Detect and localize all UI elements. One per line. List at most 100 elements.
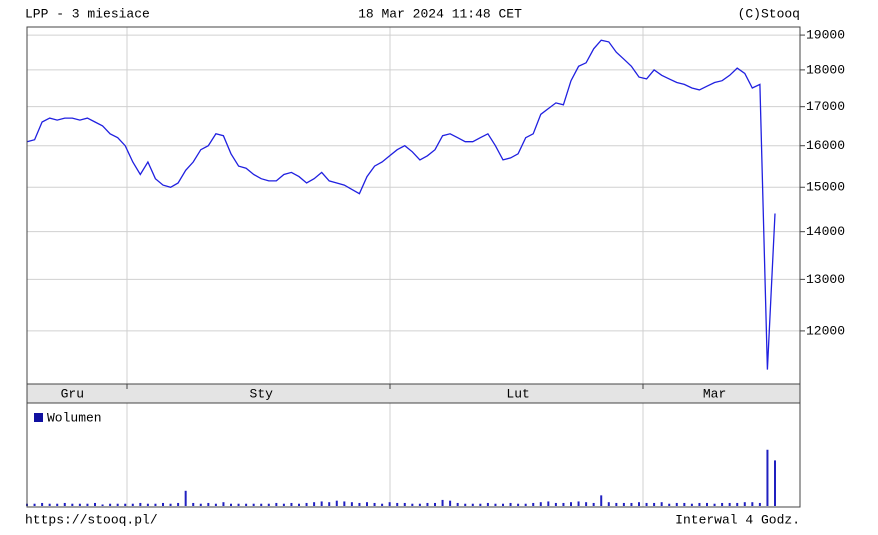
volume-bar — [600, 495, 603, 506]
volume-bar — [403, 502, 406, 506]
volume-bar — [690, 503, 693, 506]
volume-bar — [335, 500, 338, 506]
price-line — [26, 39, 776, 370]
volume-bar — [388, 502, 391, 506]
volume-bar — [207, 502, 210, 506]
volume-bar — [668, 503, 671, 506]
volume-bar — [660, 502, 663, 506]
volume-bar — [63, 502, 66, 506]
volume-bar — [192, 502, 195, 506]
volume-bar — [94, 502, 96, 506]
volume-bar — [622, 502, 625, 506]
volume-bar — [313, 502, 316, 506]
volume-bar — [585, 502, 588, 506]
volume-bar — [464, 503, 467, 506]
volume-bar — [366, 502, 368, 506]
volume-bar — [645, 502, 648, 506]
volume-bar — [479, 503, 482, 506]
volume-bar — [41, 502, 44, 506]
volume-bar — [350, 502, 353, 506]
month-band — [27, 384, 800, 403]
volume-bar — [456, 502, 459, 506]
volume-bar — [282, 503, 285, 506]
volume-bar — [139, 502, 142, 506]
volume-bar — [653, 502, 656, 506]
volume-frame — [26, 402, 801, 508]
volume-bar — [713, 503, 716, 506]
volume-bar — [328, 502, 331, 506]
volume-bar — [706, 502, 708, 506]
footer-right: Interwal 4 Godz. — [675, 512, 800, 527]
volume-bar — [162, 502, 164, 506]
volume-bar — [698, 502, 701, 506]
volume-bar — [169, 503, 172, 506]
volume-bar — [260, 503, 263, 506]
volume-bar — [71, 503, 74, 506]
volume-bar — [592, 502, 595, 506]
volume-bar — [547, 501, 550, 506]
y-tick-label: 18000 — [806, 62, 845, 77]
volume-bar — [554, 502, 557, 506]
y-tick-label: 17000 — [806, 99, 845, 114]
volume-bar — [434, 502, 436, 506]
legend-label: Wolumen — [47, 410, 102, 425]
volume-bar — [222, 502, 225, 506]
volume-bar — [199, 503, 202, 506]
volume-bar — [471, 503, 474, 506]
y-tick-label: 19000 — [806, 28, 845, 43]
volume-bar — [751, 502, 754, 506]
volume-bar — [146, 503, 149, 506]
y-tick-label: 16000 — [806, 138, 845, 153]
volume-bar — [290, 502, 293, 506]
volume-bar — [774, 460, 776, 506]
volume-bar — [184, 490, 187, 506]
volume-bar — [743, 502, 746, 506]
x-tick-label: Gru — [61, 386, 84, 401]
volume-bar — [570, 502, 572, 506]
header-right: (C)Stooq — [738, 6, 800, 21]
volume-bar — [532, 502, 535, 506]
footer-left: https://stooq.pl/ — [25, 512, 158, 527]
y-tick-label: 13000 — [806, 272, 845, 287]
volume-bar — [343, 501, 346, 506]
y-tick-label: 12000 — [806, 323, 845, 338]
month-grid — [126, 27, 644, 507]
volume-bar — [411, 503, 414, 506]
volume-bar — [305, 502, 308, 506]
y-tick-label: 15000 — [806, 180, 845, 195]
volume-bar — [615, 502, 618, 506]
volume-bar — [509, 502, 512, 506]
volume-bar — [48, 503, 51, 506]
volume-bar — [78, 503, 81, 506]
y-tick-label: 14000 — [806, 224, 845, 239]
x-tick-label: Mar — [703, 386, 726, 401]
legend-swatch — [34, 413, 43, 422]
volume-bar — [116, 503, 119, 506]
header-center: 18 Mar 2024 11:48 CET — [358, 6, 522, 21]
volume-bar — [449, 500, 452, 506]
volume-bar — [320, 501, 323, 506]
volume-bar — [683, 502, 686, 506]
volume-bar — [131, 503, 134, 506]
volume-bar — [230, 503, 232, 506]
volume-bar — [517, 503, 520, 506]
volume-bar — [494, 503, 497, 506]
x-tick-label: Lut — [506, 386, 529, 401]
volume-bar — [736, 502, 739, 506]
volume-bar — [441, 499, 444, 506]
volume-bar — [177, 502, 180, 506]
volume-bar — [237, 503, 240, 506]
volume-bar — [33, 503, 36, 506]
volume-bar — [154, 503, 157, 506]
volume-bar — [766, 449, 769, 506]
volume-bar — [396, 502, 399, 506]
volume-bar — [758, 502, 761, 506]
volume-bar — [381, 503, 384, 506]
volume-bar — [524, 503, 527, 506]
volume-bar — [298, 503, 300, 506]
volume-bar — [214, 503, 217, 506]
volume-bar — [638, 502, 640, 506]
volume-bar — [539, 502, 542, 506]
